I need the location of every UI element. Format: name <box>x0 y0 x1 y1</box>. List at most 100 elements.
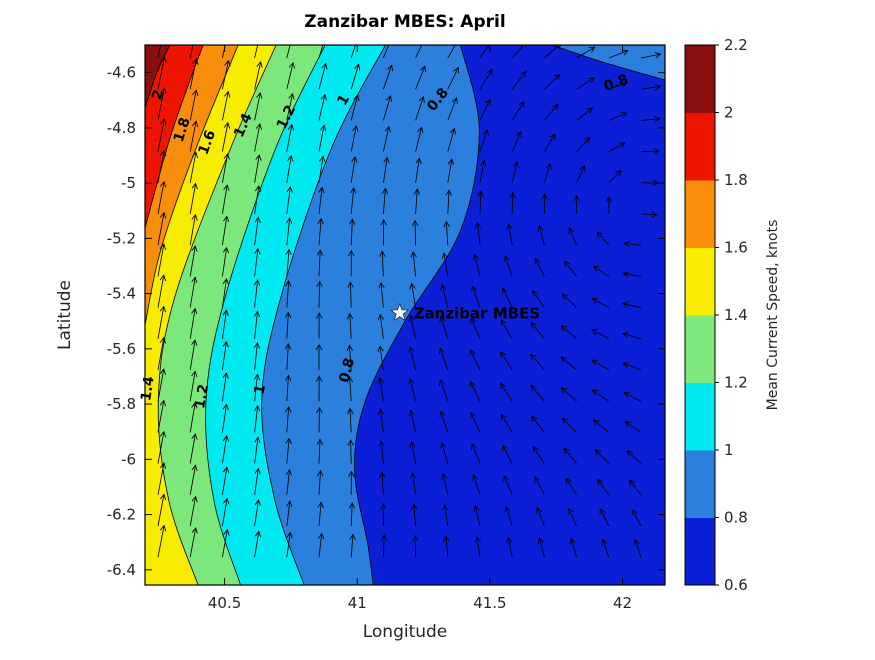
current-arrow <box>285 279 292 308</box>
current-arrow <box>474 536 481 558</box>
current-arrow <box>254 436 261 464</box>
current-arrow <box>221 277 229 308</box>
current-arrow <box>382 156 390 183</box>
contour-line-0.8 <box>552 45 665 81</box>
colorbar-band <box>685 450 715 518</box>
current-arrow <box>253 373 261 402</box>
current-arrow <box>286 123 295 152</box>
current-arrow <box>592 265 610 277</box>
contour-line-0.8 <box>354 45 480 585</box>
current-arrow <box>379 250 386 277</box>
current-arrow <box>221 528 230 558</box>
current-arrow <box>221 246 230 277</box>
current-arrow <box>382 95 393 121</box>
current-arrow <box>622 301 642 309</box>
current-arrow <box>576 165 586 183</box>
current-arrow <box>440 441 449 464</box>
current-arrow <box>254 467 261 495</box>
current-arrow <box>221 466 230 495</box>
current-vector-layer <box>157 45 662 558</box>
current-arrow <box>500 319 513 340</box>
current-arrow <box>441 472 449 495</box>
contour-band-1.8 <box>145 45 204 229</box>
current-arrow <box>560 387 577 402</box>
current-arrow <box>383 45 389 59</box>
current-arrow <box>317 469 324 495</box>
current-arrow <box>286 154 294 183</box>
current-arrow <box>563 447 577 464</box>
current-arrow <box>537 225 545 246</box>
current-arrow <box>479 98 491 121</box>
y-tick-label: -5.4 <box>107 285 136 303</box>
current-arrow <box>316 406 323 433</box>
contour-label: 1.8 <box>171 116 194 145</box>
current-arrow <box>380 534 388 558</box>
current-arrow <box>640 84 662 91</box>
current-arrow <box>254 154 262 183</box>
contour-line-layer <box>145 45 665 585</box>
current-arrow <box>622 271 642 278</box>
current-arrow <box>413 188 420 215</box>
current-arrow <box>608 80 629 90</box>
current-arrow <box>530 321 545 340</box>
current-arrow <box>596 231 610 246</box>
current-arrow <box>439 410 449 433</box>
current-arrow <box>378 281 385 308</box>
current-arrow <box>254 45 259 59</box>
contour-label: 1.2 <box>192 383 212 410</box>
current-arrow <box>350 124 359 152</box>
current-arrow <box>443 535 450 558</box>
contour-band-layer <box>145 45 665 585</box>
current-arrow <box>285 405 292 433</box>
current-arrow <box>544 133 556 152</box>
current-arrow <box>544 45 561 59</box>
current-arrow <box>157 180 167 215</box>
current-arrow <box>477 190 484 215</box>
current-arrow <box>378 439 385 464</box>
current-arrow <box>409 282 417 308</box>
current-arrow <box>408 346 417 371</box>
current-arrow <box>597 478 610 496</box>
current-arrow <box>254 185 262 215</box>
current-arrow <box>415 126 424 152</box>
current-arrow <box>350 155 358 183</box>
y-tick-label: -5.2 <box>107 229 136 247</box>
colorbar-band <box>685 382 715 451</box>
colorbar-tick-label: 2.2 <box>724 36 748 54</box>
current-arrow <box>221 45 226 59</box>
current-arrow <box>438 347 449 371</box>
current-arrow <box>472 474 481 495</box>
current-arrow <box>576 77 595 90</box>
current-arrow <box>254 60 263 90</box>
contour-label-layer: 21.8 1.61.4 1.21 0.80.81.4 1.2 10.8 <box>138 71 630 410</box>
current-arrow <box>221 121 231 152</box>
current-arrow <box>565 477 577 496</box>
current-arrow <box>511 130 522 152</box>
contour-label: 0.8 <box>336 356 358 384</box>
current-arrow <box>286 45 291 59</box>
current-arrow <box>221 59 231 90</box>
current-arrow <box>316 249 324 277</box>
current-arrow <box>544 73 561 90</box>
current-arrow <box>317 501 324 527</box>
contour-label: 1 <box>251 383 269 396</box>
current-arrow <box>624 421 642 433</box>
current-arrow <box>377 345 384 371</box>
current-arrow <box>560 356 577 371</box>
current-arrow <box>157 430 167 464</box>
current-arrow <box>472 253 481 277</box>
current-arrow <box>157 149 167 183</box>
current-arrow <box>576 136 591 152</box>
colorbar-tick-label: 1 <box>724 441 734 459</box>
current-arrow <box>189 526 198 558</box>
current-arrow <box>469 349 481 371</box>
current-arrow <box>560 325 577 340</box>
colorbar: 0.6 0.8 1 1.2 1.4 1.6 1.8 2 2.2 <box>684 36 748 594</box>
current-arrow <box>479 68 493 90</box>
current-arrow <box>189 45 194 59</box>
current-arrow <box>318 186 325 215</box>
colorbar-label: Mean Current Speed, knots <box>765 220 781 411</box>
current-arrow <box>447 127 457 152</box>
current-arrow <box>541 193 548 215</box>
current-arrow <box>591 389 610 402</box>
